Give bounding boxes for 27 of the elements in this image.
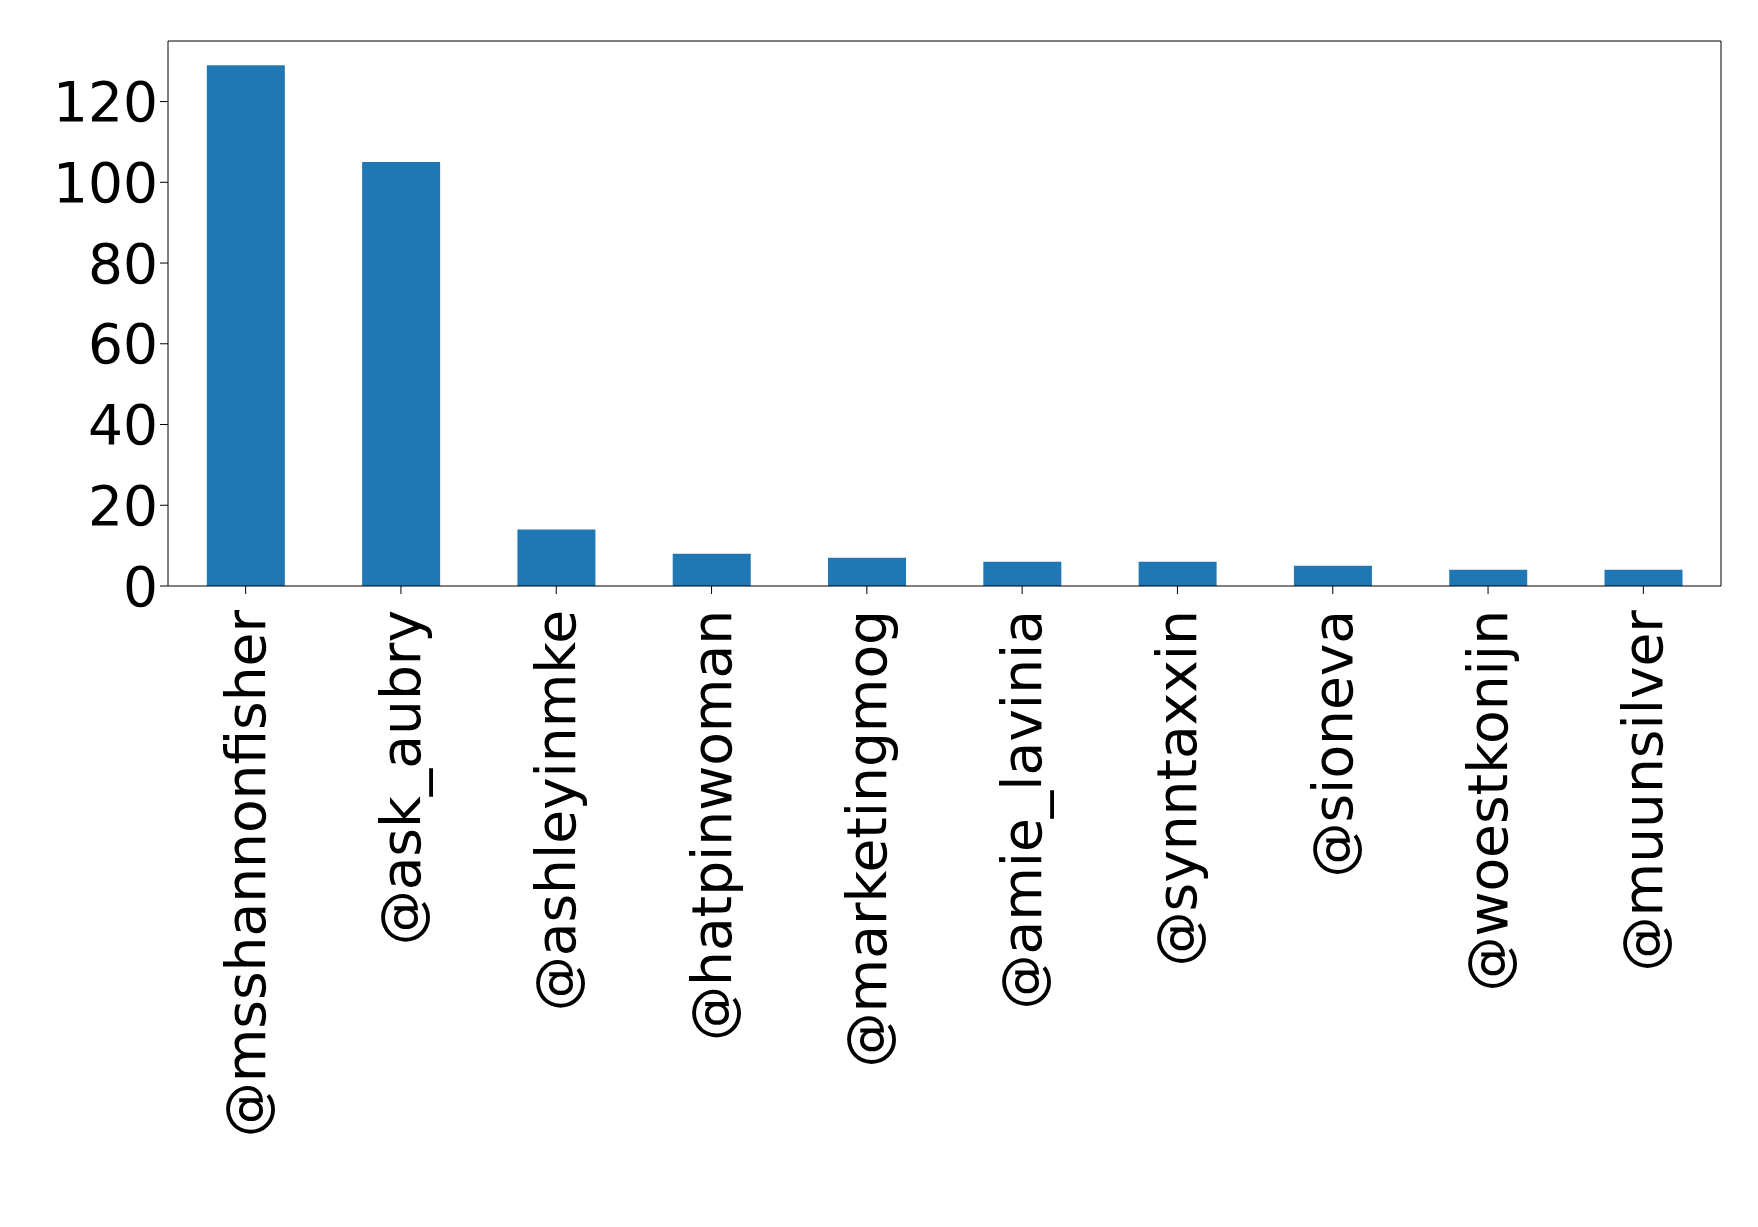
x-tick-label: @ashleyinmke xyxy=(524,610,589,1012)
y-tick-label: 100 xyxy=(53,150,158,215)
y-tick-label: 80 xyxy=(88,231,158,296)
x-tick-label: @woestkonijn xyxy=(1456,610,1521,992)
x-tick-label: @synntaxxin xyxy=(1145,610,1210,967)
y-tick-label: 40 xyxy=(88,393,158,458)
y-tick-label: 60 xyxy=(88,312,158,377)
bar xyxy=(1604,569,1683,586)
x-tick-label: @amie_lavinia xyxy=(990,610,1055,1010)
bar xyxy=(1138,561,1217,586)
bar xyxy=(828,557,907,586)
bar xyxy=(517,529,596,586)
x-tick-label: @msshannonfisher xyxy=(213,609,278,1138)
y-tick-label: 120 xyxy=(53,70,158,135)
x-tick-label: @hatpinwoman xyxy=(679,610,744,1041)
bar xyxy=(672,553,751,586)
y-tick-label: 20 xyxy=(88,473,158,538)
y-tick-label: 0 xyxy=(123,554,158,619)
bar xyxy=(983,561,1062,586)
x-tick-label: @muunsilver xyxy=(1611,609,1676,972)
x-tick-label: @sioneva xyxy=(1300,610,1365,878)
x-tick-label: @marketingmog xyxy=(834,610,899,1068)
bar xyxy=(362,162,441,586)
x-tick-label: @ask_aubry xyxy=(368,610,433,946)
bar xyxy=(1293,565,1372,586)
bar xyxy=(206,65,285,586)
bar xyxy=(1449,569,1528,586)
